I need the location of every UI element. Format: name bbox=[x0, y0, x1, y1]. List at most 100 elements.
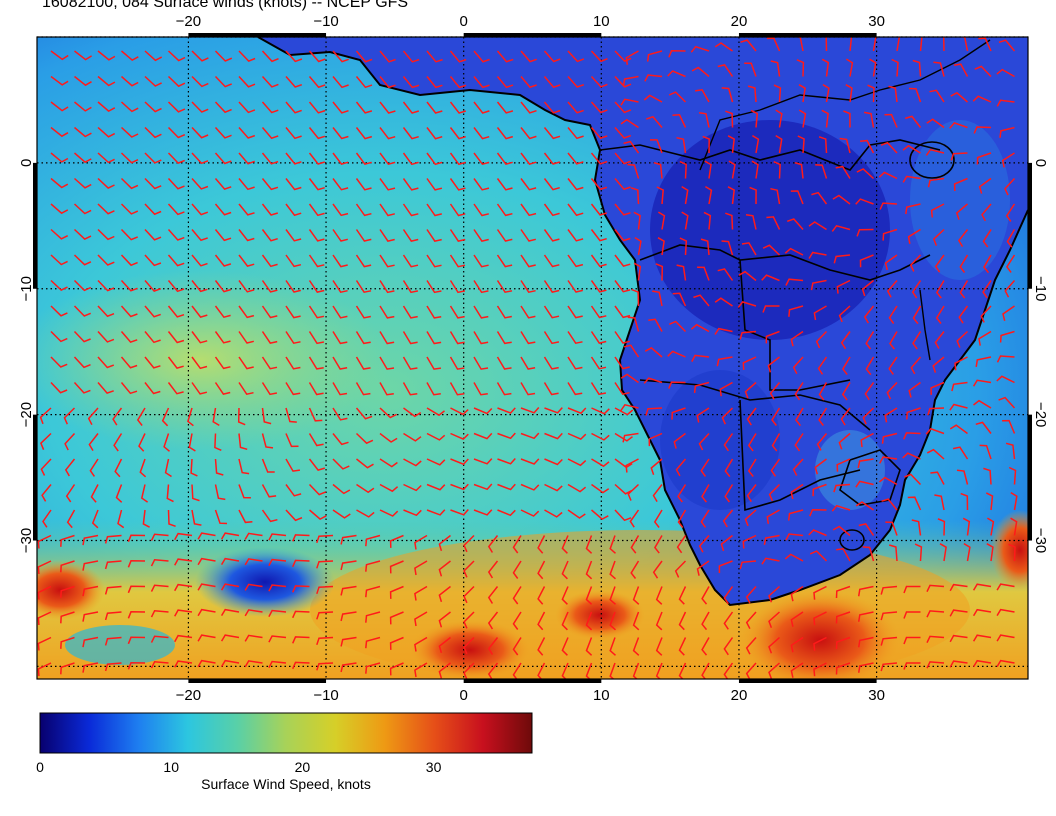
wind-barb bbox=[414, 662, 428, 678]
wind-barb bbox=[704, 160, 712, 179]
wind-barb bbox=[127, 585, 146, 594]
wind-barb bbox=[355, 229, 372, 242]
wind-barb bbox=[238, 356, 254, 370]
wind-barb bbox=[104, 560, 122, 570]
wind-barb bbox=[332, 76, 349, 89]
wind-barb bbox=[775, 134, 783, 154]
wind-barb bbox=[261, 458, 275, 473]
wind-barb bbox=[668, 320, 687, 333]
wind-barb bbox=[74, 75, 92, 87]
wind-barb bbox=[717, 268, 734, 281]
wind-barb bbox=[261, 229, 278, 242]
wind-barb bbox=[720, 534, 733, 552]
wind-barb bbox=[808, 251, 827, 259]
wind-barb bbox=[167, 254, 185, 267]
wind-barb bbox=[701, 637, 710, 656]
wind-barb bbox=[144, 305, 161, 318]
wind-barb bbox=[191, 356, 208, 370]
wind-barb bbox=[821, 58, 830, 77]
wind-barb bbox=[903, 611, 921, 619]
wind-barb bbox=[144, 203, 162, 216]
wind-barb bbox=[590, 203, 608, 216]
wind-barb bbox=[845, 84, 853, 103]
wind-barb bbox=[473, 458, 493, 465]
wind-barb bbox=[909, 254, 922, 272]
wind-barb bbox=[487, 611, 499, 630]
wind-barb bbox=[238, 484, 251, 499]
wind-barb bbox=[120, 279, 138, 292]
wind-barb bbox=[82, 585, 99, 597]
wind-barb bbox=[355, 382, 371, 396]
wind-barb bbox=[537, 560, 546, 580]
wind-barb bbox=[426, 280, 442, 294]
wind-barb bbox=[450, 509, 469, 516]
wind-barb bbox=[681, 185, 689, 205]
wind-barb bbox=[1002, 305, 1015, 321]
wind-barb bbox=[120, 101, 139, 113]
wind-barb bbox=[818, 407, 828, 426]
lon-tick-label-bottom: −10 bbox=[313, 687, 338, 700]
wind-barb bbox=[930, 471, 945, 485]
wind-barb bbox=[677, 484, 687, 503]
wind-barb bbox=[97, 279, 115, 292]
lon-tick-label-top: 0 bbox=[460, 13, 468, 30]
wind-barb bbox=[356, 483, 375, 494]
wind-barb bbox=[714, 297, 733, 307]
wind-barb bbox=[935, 305, 945, 324]
frame-segment bbox=[33, 414, 37, 541]
wind-barb bbox=[884, 113, 898, 128]
wind-barb bbox=[285, 178, 302, 191]
wind-barb bbox=[904, 115, 922, 128]
wind-barb bbox=[261, 407, 272, 425]
wind-barb bbox=[520, 483, 540, 491]
wind-barb bbox=[653, 161, 663, 179]
wind-barb bbox=[389, 585, 404, 599]
wind-barb bbox=[744, 62, 757, 77]
wind-barb bbox=[622, 75, 639, 87]
wind-barb bbox=[813, 305, 827, 321]
wind-barb bbox=[567, 178, 584, 191]
wind-barb bbox=[142, 509, 150, 528]
wind-barb bbox=[976, 152, 992, 165]
wind-barb bbox=[63, 407, 76, 425]
wind-barb bbox=[1005, 203, 1016, 222]
wind-barb bbox=[220, 608, 240, 616]
wind-barb bbox=[949, 634, 968, 643]
wind-barb bbox=[996, 634, 1015, 642]
wind-barb bbox=[835, 662, 851, 675]
wind-barb bbox=[881, 498, 898, 511]
wind-barb bbox=[1005, 254, 1016, 273]
wind-barb bbox=[650, 458, 663, 475]
wind-barb bbox=[473, 356, 489, 370]
wind-barb bbox=[746, 407, 757, 426]
wind-barb bbox=[959, 254, 969, 273]
wind-barb bbox=[167, 177, 185, 190]
wind-barb bbox=[520, 101, 537, 114]
wind-barb bbox=[214, 382, 231, 395]
wind-barb bbox=[167, 152, 185, 164]
wind-barb bbox=[496, 280, 513, 294]
wind-barb bbox=[879, 456, 898, 464]
wind-barb bbox=[37, 560, 52, 575]
wind-barb bbox=[37, 636, 52, 651]
wind-barb bbox=[645, 407, 663, 416]
wind-barb bbox=[136, 407, 146, 426]
frame-segment bbox=[1028, 162, 1032, 289]
wind-barb bbox=[512, 611, 522, 630]
wind-barb bbox=[950, 152, 968, 161]
wind-barb bbox=[996, 375, 1015, 384]
wind-barb bbox=[809, 550, 828, 562]
wind-barb bbox=[678, 586, 687, 605]
wind-barb bbox=[591, 483, 610, 494]
wind-barb bbox=[903, 432, 921, 440]
wind-barb bbox=[644, 74, 663, 82]
wind-barb bbox=[865, 356, 875, 376]
wind-barb bbox=[930, 381, 945, 395]
wind-barb bbox=[841, 356, 851, 376]
wind-barb bbox=[60, 636, 75, 649]
wind-barb bbox=[953, 63, 969, 77]
wind-barb bbox=[794, 161, 804, 179]
wind-barb bbox=[292, 610, 310, 619]
wind-barb bbox=[496, 305, 512, 319]
wind-barb bbox=[316, 560, 334, 569]
